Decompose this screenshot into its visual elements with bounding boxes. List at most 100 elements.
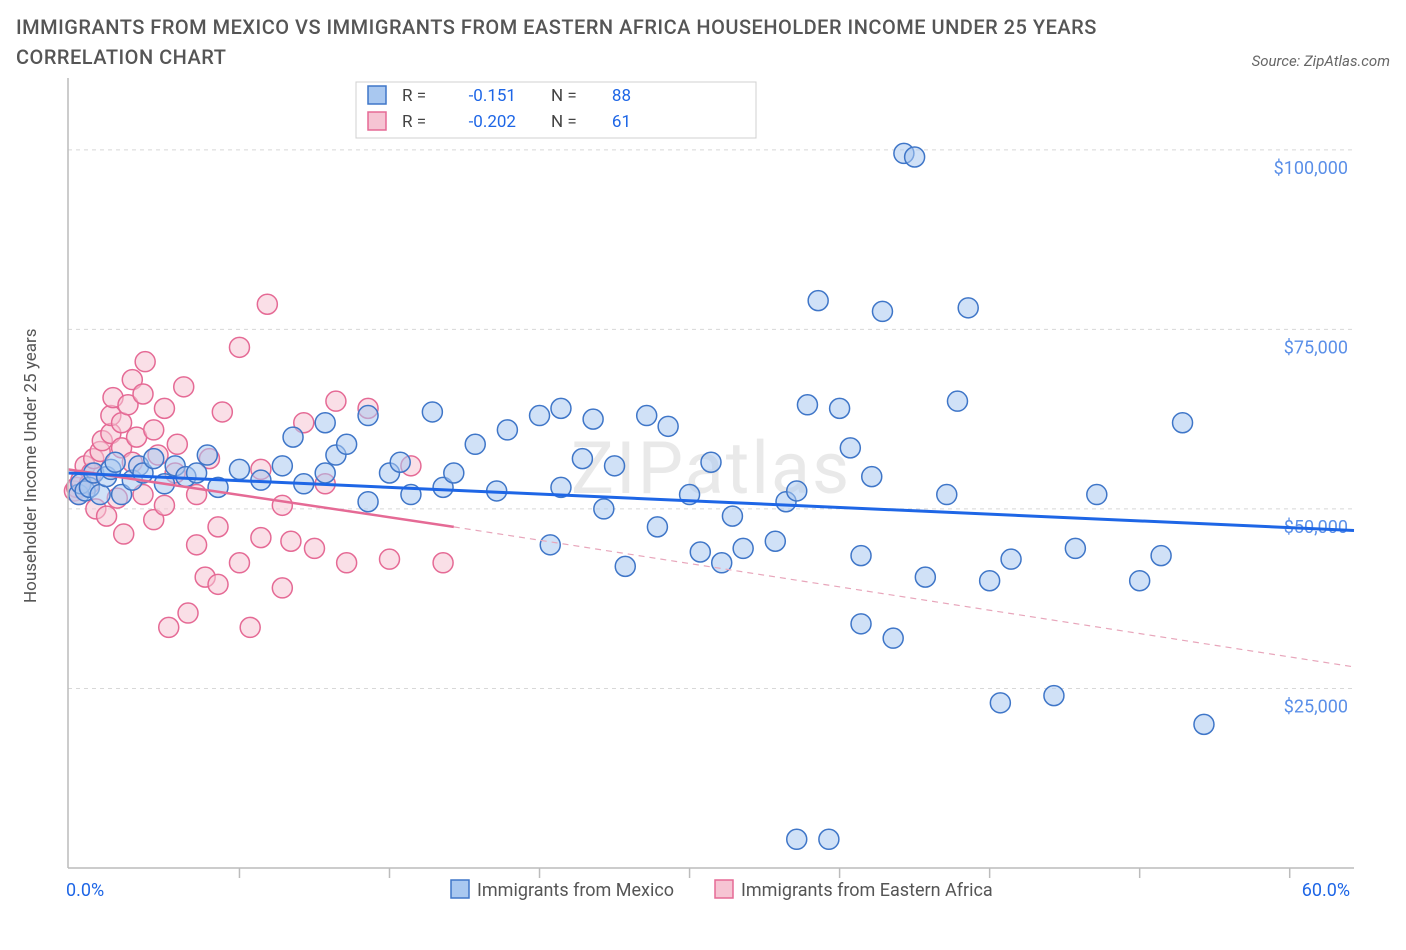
data-point — [283, 427, 303, 447]
data-point — [315, 463, 335, 483]
legend-swatch — [368, 86, 386, 104]
data-point — [154, 495, 174, 515]
legend-r-label: R = — [402, 86, 426, 106]
source-label: Source: ZipAtlas.com — [1252, 52, 1390, 72]
data-point — [872, 301, 892, 321]
data-point — [240, 617, 260, 637]
data-point — [144, 449, 164, 469]
legend-n-label: N = — [551, 112, 577, 132]
data-point — [540, 535, 560, 555]
data-point — [1173, 413, 1193, 433]
data-point — [197, 445, 217, 465]
data-point — [572, 449, 592, 469]
data-point — [105, 452, 125, 472]
data-point — [615, 556, 635, 576]
data-point — [851, 546, 871, 566]
data-point — [722, 506, 742, 526]
data-point — [701, 452, 721, 472]
data-point — [212, 402, 232, 422]
data-point — [229, 553, 249, 573]
data-point — [1151, 546, 1171, 566]
data-point — [465, 434, 485, 454]
data-point — [797, 395, 817, 415]
data-point — [444, 463, 464, 483]
data-point — [208, 517, 228, 537]
data-point — [1130, 571, 1150, 591]
x-min-label: 0.0% — [66, 880, 104, 901]
data-point — [281, 531, 301, 551]
data-point — [958, 298, 978, 318]
data-point — [90, 485, 110, 505]
data-point — [380, 549, 400, 569]
legend-swatch — [368, 112, 386, 130]
data-point — [304, 538, 324, 558]
y-tick-label: $100,000 — [1274, 158, 1348, 179]
title-row: IMMIGRANTS FROM MEXICO VS IMMIGRANTS FRO… — [16, 12, 1390, 72]
x-max-label: 60.0% — [1302, 880, 1350, 901]
data-point — [178, 603, 198, 623]
data-point — [990, 693, 1010, 713]
data-point — [229, 337, 249, 357]
data-point — [97, 506, 117, 526]
data-point — [551, 398, 571, 418]
data-point — [658, 416, 678, 436]
chart-svg: $25,000$50,000$75,000$100,000ZIPatlas0.0… — [16, 78, 1390, 938]
data-point — [830, 398, 850, 418]
legend-n-value: 61 — [612, 112, 631, 132]
data-point — [251, 528, 271, 548]
data-point — [1087, 485, 1107, 505]
data-point — [851, 614, 871, 634]
data-point — [174, 377, 194, 397]
data-point — [144, 420, 164, 440]
bottom-legend-label: Immigrants from Mexico — [477, 880, 674, 901]
data-point — [947, 391, 967, 411]
data-point — [637, 406, 657, 426]
data-point — [133, 384, 153, 404]
data-point — [112, 413, 132, 433]
data-point — [840, 438, 860, 458]
data-point — [1065, 538, 1085, 558]
data-point — [159, 617, 179, 637]
bottom-legend-swatch — [715, 880, 733, 898]
trend-line-pink-extrapolated — [454, 527, 1354, 667]
data-point — [272, 456, 292, 476]
data-point — [337, 434, 357, 454]
legend-r-value: -0.202 — [469, 112, 516, 132]
y-axis-title: Householder Income Under 25 years — [21, 328, 41, 603]
data-point — [915, 567, 935, 587]
y-tick-label: $25,000 — [1284, 696, 1348, 717]
data-point — [326, 391, 346, 411]
data-point — [257, 294, 277, 314]
bottom-legend-swatch — [451, 880, 469, 898]
data-point — [808, 291, 828, 311]
data-point — [272, 578, 292, 598]
data-point — [135, 352, 155, 372]
data-point — [1044, 686, 1064, 706]
data-point — [358, 492, 378, 512]
data-point — [905, 147, 925, 167]
data-point — [530, 406, 550, 426]
data-point — [733, 538, 753, 558]
data-point — [862, 467, 882, 487]
data-point — [819, 829, 839, 849]
data-point — [422, 402, 442, 422]
data-point — [765, 531, 785, 551]
legend-r-label: R = — [402, 112, 426, 132]
data-point — [167, 434, 187, 454]
legend-n-label: N = — [551, 86, 577, 106]
legend-n-value: 88 — [612, 86, 631, 106]
data-point — [433, 553, 453, 573]
data-point — [594, 499, 614, 519]
bottom-legend-label: Immigrants from Eastern Africa — [741, 880, 993, 901]
data-point — [787, 481, 807, 501]
data-point — [114, 524, 134, 544]
data-point — [315, 413, 335, 433]
data-point — [154, 398, 174, 418]
legend-r-value: -0.151 — [469, 86, 516, 106]
data-point — [647, 517, 667, 537]
data-point — [390, 452, 410, 472]
data-point — [787, 829, 807, 849]
chart-title: IMMIGRANTS FROM MEXICO VS IMMIGRANTS FRO… — [16, 12, 1166, 72]
data-point — [358, 406, 378, 426]
data-point — [208, 574, 228, 594]
